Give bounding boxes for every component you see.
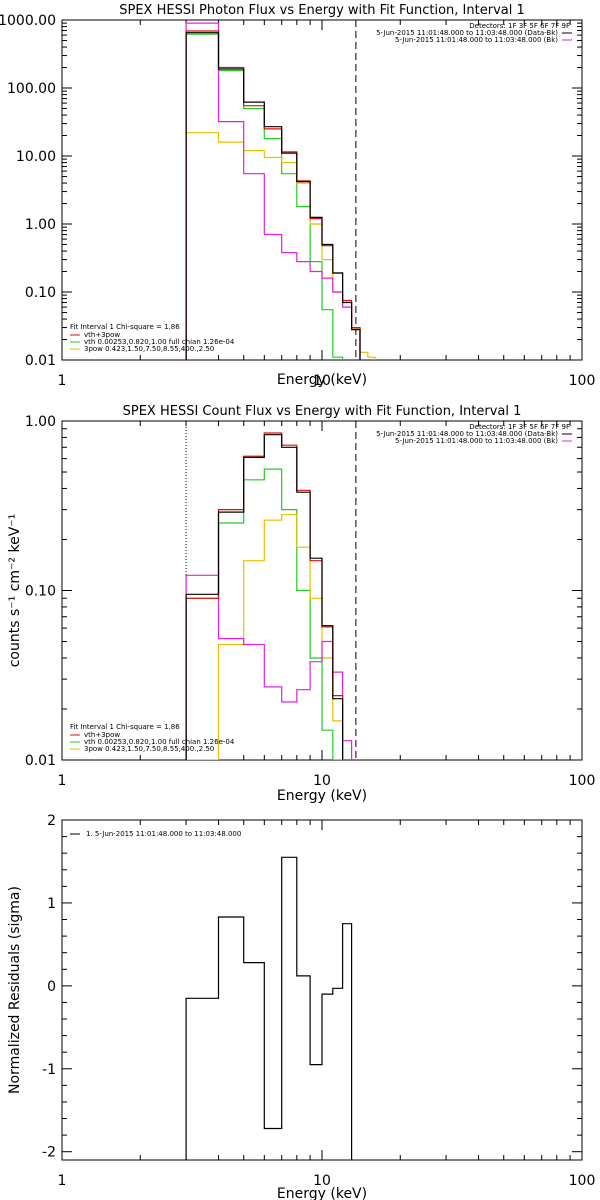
y-ticks	[62, 22, 582, 361]
x-tick-label: 100	[569, 773, 596, 789]
panels: SPEX HESSI Photon Flux vs Energy with Fi…	[0, 3, 595, 1200]
y-tick-label: 1000.00	[0, 13, 56, 29]
x-tick-label: 100	[569, 1173, 596, 1189]
series-1-line	[185, 856, 353, 1160]
info-line: Detectors: 1F 3F 5F 6F 7F 9F	[469, 423, 570, 431]
legend-label: 3pow 0.423,1.50,7.50,8.55,400.,2.50	[84, 745, 214, 753]
chart-title: SPEX HESSI Count Flux vs Energy with Fit…	[123, 404, 522, 419]
x-ticks	[61, 421, 571, 760]
series-3-line	[185, 33, 344, 360]
series-group	[185, 22, 376, 360]
y-tick-label: 1.00	[25, 217, 56, 233]
legend-label: 1. 5-Jun-2015 11:01:48.000 to 11:03:48.0…	[86, 830, 241, 838]
legend: Fit Interval 1 Chi-square = 1.86vth+3pow…	[70, 723, 235, 753]
y-ticks	[62, 819, 582, 1153]
info-line: Detectors: 1F 3F 5F 6F 7F 9F	[469, 22, 570, 30]
chart-title: SPEX HESSI Photon Flux vs Energy with Fi…	[119, 3, 525, 18]
panel-1: SPEX HESSI Photon Flux vs Energy with Fi…	[0, 3, 596, 389]
info-line: 5-Jun-2015 11:01:48.000 to 11:03:48.000 …	[395, 36, 558, 44]
x-tick-label: 1	[58, 373, 67, 389]
y-tick-label: -2	[42, 1145, 56, 1161]
series-2-line	[185, 432, 344, 760]
legend-label: 3pow 0.423,1.50,7.50,8.55,400.,2.50	[84, 345, 214, 353]
series-5-line	[185, 574, 353, 760]
legend-label: vth 0.00253,0.820,1.00 full chian 1.26e-…	[84, 338, 235, 346]
legend: Fit Interval 1 Chi-square = 1.86vth+3pow…	[70, 323, 235, 353]
legend-label: vth+3pow	[84, 731, 120, 739]
y-tick-label: 0	[47, 979, 56, 995]
panel-2: SPEX HESSI Count Flux vs Energy with Fit…	[7, 404, 595, 804]
series-4-line	[185, 514, 344, 760]
series-3-line	[185, 468, 344, 760]
legend: 1. 5-Jun-2015 11:01:48.000 to 11:03:48.0…	[70, 830, 241, 838]
y-tick-label: 0.10	[25, 285, 56, 301]
info-block: Detectors: 1F 3F 5F 6F 7F 9F5-Jun-2015 1…	[376, 423, 572, 445]
info-block: Detectors: 1F 3F 5F 6F 7F 9F5-Jun-2015 1…	[376, 22, 572, 44]
y-tick-label: 1.00	[25, 414, 56, 430]
series-2-line	[185, 30, 361, 360]
y-axis-label: Normalized Residuals (sigma)	[7, 886, 23, 1094]
y-tick-label: 0.01	[25, 753, 56, 769]
x-tick-label: 10	[313, 373, 331, 389]
panel-3: 1 10 100 -2 -1 0 1 2 Energy (keV) Normalized Resi…	[7, 813, 595, 1200]
y-tick-label: 10.00	[16, 149, 56, 165]
x-tick-label: 1	[58, 1173, 67, 1189]
x-ticks	[61, 20, 571, 360]
series-1-line	[185, 434, 344, 760]
y-tick-label: 1	[47, 896, 56, 912]
legend-header: Fit Interval 1 Chi-square = 1.86	[70, 323, 180, 331]
legend-header: Fit Interval 1 Chi-square = 1.86	[70, 723, 180, 731]
y-ticks	[62, 428, 582, 761]
y-tick-label: 100.00	[7, 81, 56, 97]
x-axis-label: Energy (keV)	[277, 788, 367, 804]
x-tick-label: 100	[569, 373, 596, 389]
series-1-line	[185, 32, 361, 360]
info-line: 5-Jun-2015 11:01:48.000 to 11:03:48.000 …	[376, 430, 558, 438]
info-line: 5-Jun-2015 11:01:48.000 to 11:03:48.000 …	[376, 29, 558, 37]
x-axis-label: Energy (keV)	[277, 1186, 367, 1200]
x-tick-label: 10	[313, 773, 331, 789]
x-tick-label: 10	[313, 1173, 331, 1189]
y-axis-label: counts s⁻¹ cm⁻² keV⁻¹	[7, 514, 23, 668]
series-group	[185, 432, 353, 760]
x-tick-label: 1	[58, 773, 67, 789]
y-tick-label: 2	[47, 813, 56, 829]
y-tick-label: -1	[42, 1062, 56, 1078]
y-tick-label: 0.10	[25, 584, 56, 600]
series-group	[185, 856, 353, 1160]
legend-label: vth+3pow	[84, 331, 120, 339]
legend-label: vth 0.00253,0.820,1.00 full chian 1.26e-…	[84, 738, 235, 746]
y-tick-label: 0.01	[25, 353, 56, 369]
series-5-line	[185, 22, 361, 360]
info-line: 5-Jun-2015 11:01:48.000 to 11:03:48.000 …	[395, 437, 558, 445]
x-axis-label: Energy (keV)	[277, 372, 367, 388]
